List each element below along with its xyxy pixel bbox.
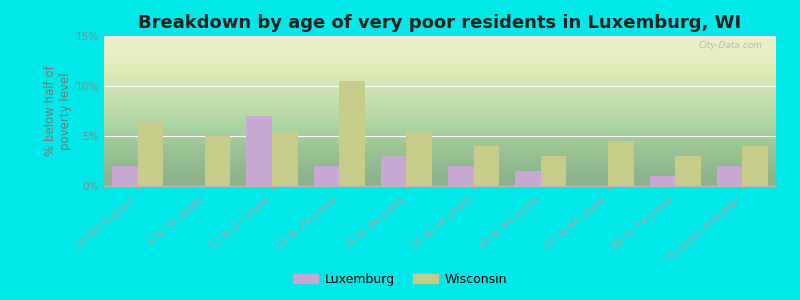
Bar xyxy=(138,121,163,186)
Bar xyxy=(205,136,230,186)
Bar xyxy=(406,131,432,186)
Bar xyxy=(474,146,499,186)
Bar xyxy=(112,166,138,186)
Legend: Luxemburg, Wisconsin: Luxemburg, Wisconsin xyxy=(288,268,512,291)
Bar xyxy=(541,156,566,186)
Bar xyxy=(608,141,634,186)
Y-axis label: % below half of
poverty level: % below half of poverty level xyxy=(44,66,72,156)
Bar xyxy=(314,166,339,186)
Bar xyxy=(272,131,298,186)
Bar xyxy=(675,156,701,186)
Bar xyxy=(650,176,675,186)
Bar xyxy=(246,116,272,186)
Bar xyxy=(742,146,768,186)
Text: City-Data.com: City-Data.com xyxy=(698,40,762,50)
Bar xyxy=(515,171,541,186)
Bar xyxy=(381,156,406,186)
Bar xyxy=(448,166,474,186)
Bar xyxy=(717,166,742,186)
Bar xyxy=(339,81,365,186)
Title: Breakdown by age of very poor residents in Luxemburg, WI: Breakdown by age of very poor residents … xyxy=(138,14,742,32)
